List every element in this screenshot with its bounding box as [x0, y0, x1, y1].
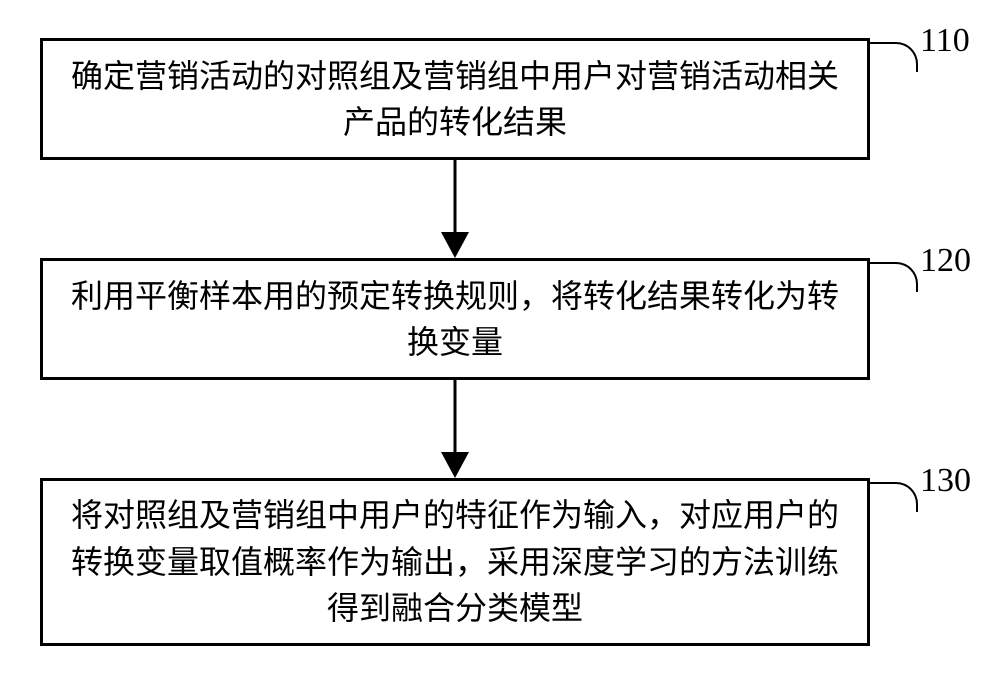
step-text-120: 利用平衡样本用的预定转换规则，将转化结果转化为转换变量: [67, 273, 843, 366]
step-box-130: 将对照组及营销组中用户的特征作为输入，对应用户的转换变量取值概率作为输出，采用深…: [40, 478, 870, 646]
arrow-110-to-120: [441, 160, 469, 258]
leader-130: [870, 482, 918, 512]
step-text-130: 将对照组及营销组中用户的特征作为输入，对应用户的转换变量取值概率作为输出，采用深…: [67, 492, 843, 631]
step-label-110: 110: [920, 22, 970, 60]
arrow-120-to-130: [441, 380, 469, 478]
flowchart-canvas: 确定营销活动的对照组及营销组中用户对营销活动相关产品的转化结果 110 利用平衡…: [0, 0, 1000, 685]
step-label-120: 120: [920, 242, 971, 280]
leader-110: [870, 42, 918, 72]
step-box-110: 确定营销活动的对照组及营销组中用户对营销活动相关产品的转化结果: [40, 38, 870, 160]
step-text-110: 确定营销活动的对照组及营销组中用户对营销活动相关产品的转化结果: [67, 53, 843, 146]
leader-120: [870, 262, 918, 292]
step-box-120: 利用平衡样本用的预定转换规则，将转化结果转化为转换变量: [40, 258, 870, 380]
step-label-130: 130: [920, 462, 971, 500]
